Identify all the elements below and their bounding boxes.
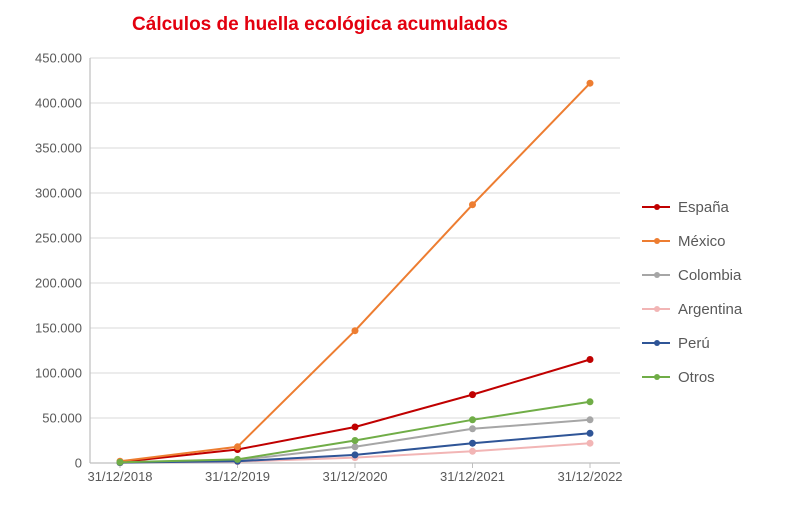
y-tick-label: 150.000 xyxy=(0,321,82,336)
y-tick-label: 450.000 xyxy=(0,51,82,66)
series-marker xyxy=(469,201,476,208)
y-axis-labels: 050.000100.000150.000200.000250.000300.0… xyxy=(0,58,88,463)
series-marker xyxy=(352,424,359,431)
legend-item: México xyxy=(642,224,782,258)
series-marker xyxy=(469,440,476,447)
axes xyxy=(90,58,620,468)
series-marker xyxy=(587,440,594,447)
series-marker xyxy=(234,456,241,463)
y-tick-label: 250.000 xyxy=(0,231,82,246)
legend-item: Otros xyxy=(642,360,782,394)
x-tick-label: 31/12/2020 xyxy=(322,469,387,484)
series-marker xyxy=(469,416,476,423)
series-marker xyxy=(587,398,594,405)
series-marker xyxy=(469,391,476,398)
series-marker xyxy=(469,448,476,455)
series-marker xyxy=(352,451,359,458)
chart-container: Cálculos de huella ecológica acumulados … xyxy=(0,0,800,522)
legend-item: Colombia xyxy=(642,258,782,292)
series-marker xyxy=(352,437,359,444)
gridlines xyxy=(90,58,620,463)
series-marker xyxy=(352,327,359,334)
series-marker xyxy=(587,80,594,87)
series-marker xyxy=(469,425,476,432)
legend: España México Colombia Argentina Perú Otros xyxy=(642,190,782,394)
legend-label: Argentina xyxy=(678,301,742,318)
y-tick-label: 0 xyxy=(0,456,82,471)
series-marker xyxy=(587,416,594,423)
y-tick-label: 350.000 xyxy=(0,141,82,156)
legend-item: Argentina xyxy=(642,292,782,326)
y-tick-label: 100.000 xyxy=(0,366,82,381)
legend-item: España xyxy=(642,190,782,224)
legend-label: Otros xyxy=(678,369,715,386)
legend-label: México xyxy=(678,233,726,250)
series-line xyxy=(120,83,590,461)
x-tick-label: 31/12/2022 xyxy=(557,469,622,484)
chart-title: Cálculos de huella ecológica acumulados xyxy=(0,14,640,36)
legend-label: Colombia xyxy=(678,267,741,284)
series-marker xyxy=(234,443,241,450)
x-tick-label: 31/12/2018 xyxy=(87,469,152,484)
legend-label: España xyxy=(678,199,729,216)
chart-svg xyxy=(90,58,620,463)
x-tick-label: 31/12/2019 xyxy=(205,469,270,484)
series-group xyxy=(117,80,594,467)
y-tick-label: 200.000 xyxy=(0,276,82,291)
y-tick-label: 300.000 xyxy=(0,186,82,201)
y-tick-label: 50.000 xyxy=(0,411,82,426)
plot-area xyxy=(90,58,620,463)
series-marker xyxy=(352,443,359,450)
series-marker xyxy=(587,430,594,437)
legend-label: Perú xyxy=(678,335,710,352)
x-axis-labels: 31/12/2018 31/12/2019 31/12/2020 31/12/2021… xyxy=(90,465,620,485)
y-tick-label: 400.000 xyxy=(0,96,82,111)
legend-item: Perú xyxy=(642,326,782,360)
x-tick-label: 31/12/2021 xyxy=(440,469,505,484)
series-marker xyxy=(587,356,594,363)
